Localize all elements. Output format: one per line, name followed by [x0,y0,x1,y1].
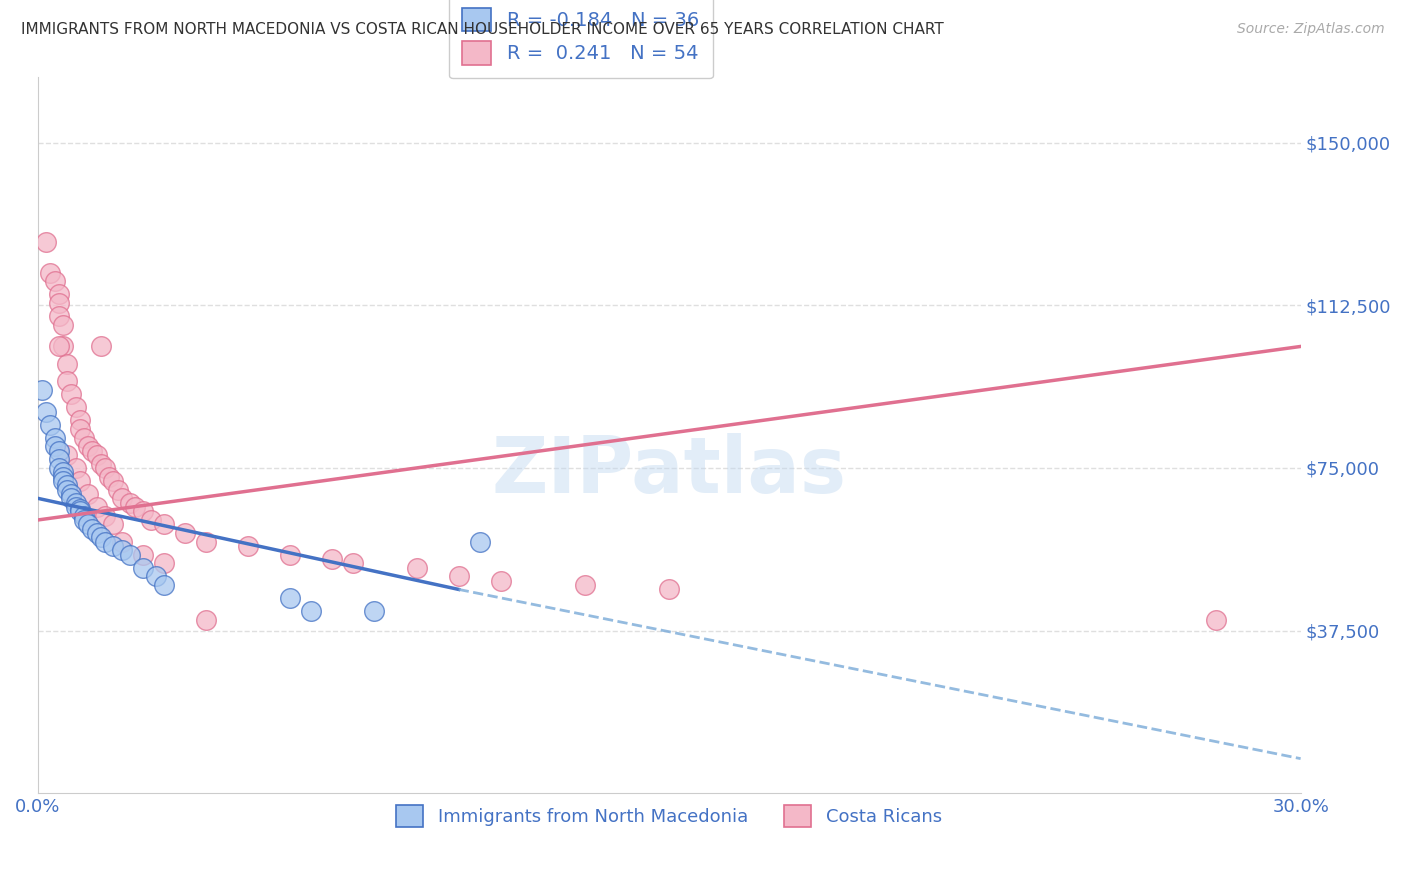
Point [299,604,322,618]
Point [77,439,100,453]
Point [48,287,70,301]
Point [65,400,87,414]
Point [153,578,176,592]
Point [44,274,66,288]
Point [73,513,96,527]
Point [468,534,491,549]
Point [86,448,108,462]
Point [65,496,87,510]
Point [35,404,58,418]
Point [60,487,83,501]
Point [77,487,100,501]
Point [86,500,108,514]
Point [65,500,87,514]
Point [52,318,75,332]
Point [73,431,96,445]
Point [77,517,100,532]
Point [73,508,96,523]
Point [107,483,129,497]
Point [48,339,70,353]
Point [56,357,79,371]
Point [1205,613,1227,627]
Point [132,560,155,574]
Legend: Immigrants from North Macedonia, Costa Ricans: Immigrants from North Macedonia, Costa R… [389,798,949,834]
Point [405,560,427,574]
Point [94,461,117,475]
Point [489,574,512,588]
Point [574,578,596,592]
Point [56,374,79,388]
Point [141,513,163,527]
Point [35,235,58,250]
Point [103,539,125,553]
Point [321,552,343,566]
Point [60,387,83,401]
Point [69,504,91,518]
Point [82,443,104,458]
Point [342,557,364,571]
Point [195,613,218,627]
Point [48,443,70,458]
Point [124,500,146,514]
Point [44,439,66,453]
Point [174,526,197,541]
Point [65,461,87,475]
Point [94,508,117,523]
Point [111,543,134,558]
Point [153,517,176,532]
Point [98,469,121,483]
Point [363,604,385,618]
Text: IMMIGRANTS FROM NORTH MACEDONIA VS COSTA RICAN HOUSEHOLDER INCOME OVER 65 YEARS : IMMIGRANTS FROM NORTH MACEDONIA VS COSTA… [21,22,943,37]
Point [60,491,83,506]
Point [56,448,79,462]
Point [31,383,53,397]
Point [90,339,112,353]
Point [94,534,117,549]
Point [195,534,218,549]
Point [103,474,125,488]
Point [658,582,681,597]
Point [48,461,70,475]
Point [90,457,112,471]
Point [82,522,104,536]
Point [52,469,75,483]
Point [39,417,62,432]
Point [52,339,75,353]
Point [132,504,155,518]
Point [69,502,91,516]
Point [153,557,176,571]
Point [69,474,91,488]
Point [120,496,142,510]
Point [48,309,70,323]
Point [278,548,301,562]
Point [132,548,155,562]
Point [447,569,470,583]
Point [48,296,70,310]
Point [44,431,66,445]
Point [56,483,79,497]
Point [103,517,125,532]
Point [48,452,70,467]
Point [90,530,112,544]
Point [69,422,91,436]
Point [111,534,134,549]
Point [120,548,142,562]
Text: ZIPatlas: ZIPatlas [492,434,846,509]
Point [238,539,260,553]
Point [111,491,134,506]
Point [52,465,75,479]
Point [86,526,108,541]
Point [145,569,167,583]
Point [56,478,79,492]
Point [52,474,75,488]
Point [39,266,62,280]
Point [278,591,301,606]
Text: Source: ZipAtlas.com: Source: ZipAtlas.com [1237,22,1385,37]
Point [69,413,91,427]
